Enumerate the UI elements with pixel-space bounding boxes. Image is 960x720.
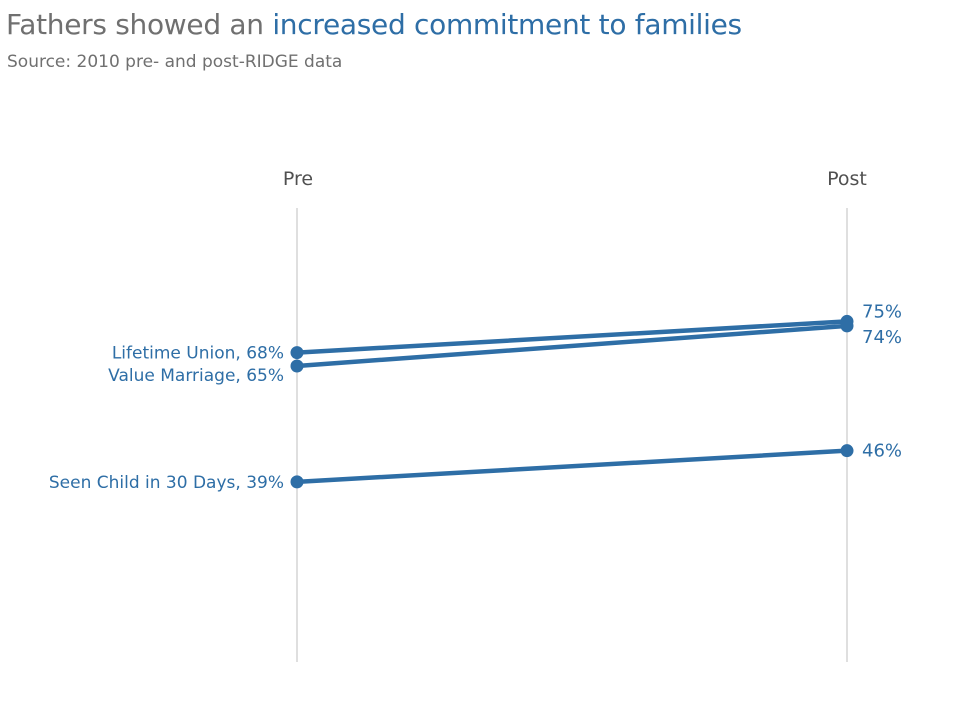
series-line-lifetime-union — [294, 319, 850, 355]
pre-label-lifetime-union: Lifetime Union, 68% — [112, 344, 284, 364]
pre-point-seen-child-in-30-days — [290, 475, 304, 489]
pre-label-seen-child-in-30-days: Seen Child in 30 Days, 39% — [49, 473, 284, 493]
pre-label-value-marriage: Value Marriage, 65% — [108, 366, 284, 386]
post-column-label: Post — [827, 168, 867, 190]
chart-subtitle: Source: 2010 pre- and post-RIDGE data — [7, 52, 343, 72]
title-prefix: Fathers showed an — [6, 8, 273, 41]
pre-column-label: Pre — [283, 168, 313, 190]
chart-title: Fathers showed an increased commitment t… — [6, 8, 742, 41]
series-line-seen-child-in-30-days — [294, 448, 850, 485]
post-point-seen-child-in-30-days — [840, 444, 854, 458]
series-layer: Lifetime Union, 68% 75% Value Marriage, 65… — [49, 301, 902, 492]
post-label-value-marriage: 74% — [862, 327, 902, 348]
title-highlight: increased commitment to families — [272, 8, 742, 41]
post-label-seen-child-in-30-days: 46% — [862, 441, 902, 462]
series-line-value-marriage — [294, 323, 850, 369]
pre-point-value-marriage — [290, 359, 304, 373]
post-point-value-marriage — [840, 319, 854, 333]
post-label-lifetime-union: 75% — [862, 301, 902, 322]
pre-point-lifetime-union — [290, 346, 304, 360]
